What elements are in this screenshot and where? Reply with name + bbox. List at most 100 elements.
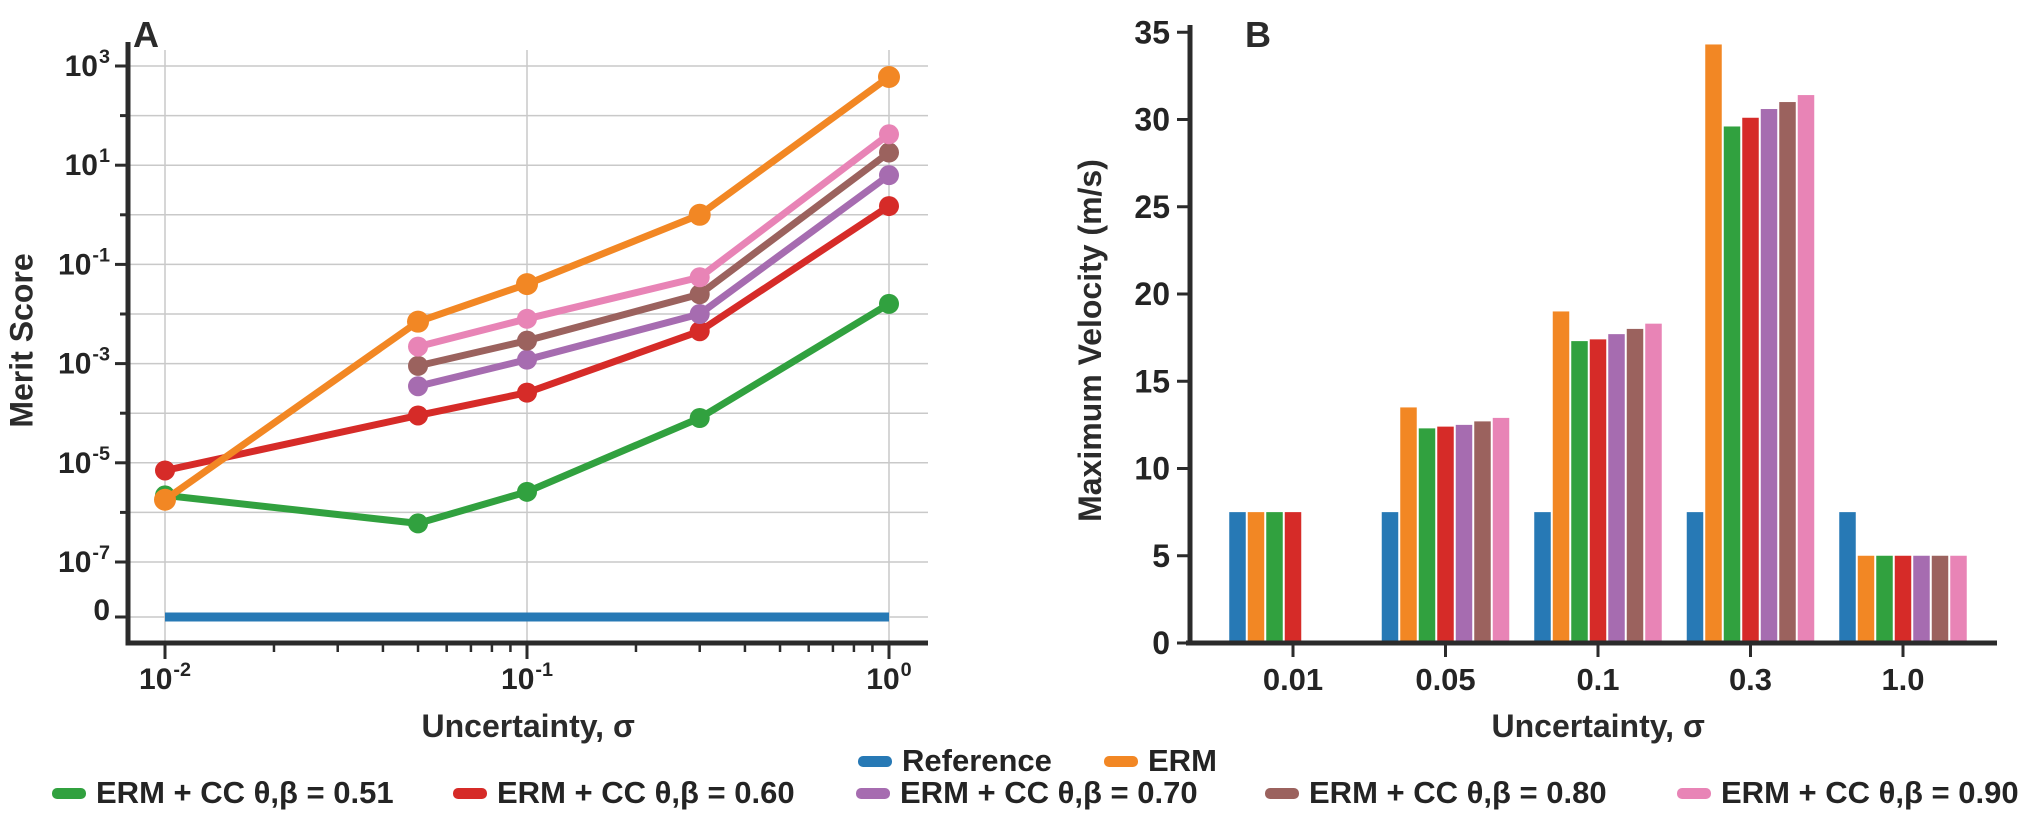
bar (1645, 323, 1662, 643)
y-tick-label: 10-1 (58, 244, 110, 281)
panel-b-x-ticks: 0.01 0.05 0.1 0.3 1.0 (1263, 645, 1925, 697)
data-point-marker (879, 196, 899, 217)
bar (1247, 512, 1265, 643)
legend-item: Reference (858, 743, 1052, 779)
legend-swatch-blue (858, 755, 892, 767)
y-tick-label: 25 (1134, 189, 1170, 225)
bar (1779, 102, 1796, 644)
legend-item: ERM + CC θ,β = 0.60 (453, 775, 795, 811)
y-tick-label: 0 (1152, 625, 1170, 661)
panel-b-y-axis-title: Maximum Velocity (m/s) (1071, 158, 1108, 522)
legend-label: Reference (902, 743, 1052, 778)
data-point-marker (408, 405, 429, 426)
data-point-marker (154, 488, 176, 511)
panel-a-series (154, 66, 900, 622)
panel-a-x-ticks: 10-2 10-1 100 (139, 645, 912, 696)
bar (1437, 426, 1454, 643)
x-tick-label: 0.3 (1729, 662, 1772, 697)
y-tick-label: 103 (65, 46, 110, 83)
bar (1552, 311, 1570, 643)
data-point-marker (155, 460, 175, 481)
bar (1571, 341, 1588, 643)
bar (1913, 555, 1930, 643)
bar (1589, 339, 1607, 643)
data-point-marker (879, 165, 899, 186)
bar (1839, 512, 1856, 643)
y-tick-label: 101 (65, 145, 110, 182)
bar (1266, 512, 1283, 643)
data-point-marker (517, 382, 537, 403)
panel-a-y-axis-title: Merit Score (3, 252, 40, 428)
bar (1455, 424, 1473, 643)
x-tick-label: 0.01 (1263, 662, 1323, 697)
y-tick-label: 10-5 (58, 443, 110, 480)
panel-b-y-ticks: 0 5 10 15 20 25 30 35 (1134, 14, 1190, 661)
legend-swatch-red (453, 787, 487, 799)
panel-a: 103 101 10-1 10-3 10-5 10-7 0 10-2 10-1 100 (58, 42, 928, 696)
panel-b: 0 5 10 15 20 25 30 35 0.01 0.05 0.1 0.3 1.0 (1134, 14, 1997, 697)
data-point-marker (689, 321, 710, 342)
bar (1686, 512, 1704, 643)
data-point-marker (879, 124, 899, 145)
legend-item: ERM + CC θ,β = 0.70 (856, 775, 1198, 811)
data-point-marker (517, 481, 537, 502)
data-point-marker (689, 267, 710, 288)
data-point-marker (517, 308, 537, 329)
bar (1381, 512, 1399, 643)
panel-b-x-axis-title: Uncertainty, σ (1491, 707, 1705, 744)
bar (1876, 555, 1893, 643)
legend-swatch-purple (856, 787, 890, 799)
y-tick-label: 10 (1134, 451, 1170, 487)
legend-label: ERM + CC θ,β = 0.90 (1721, 775, 2019, 810)
y-tick-label: 5 (1152, 538, 1170, 574)
bar (1705, 44, 1722, 643)
legend-swatch-pink (1677, 787, 1711, 799)
y-tick-label-zero: 0 (93, 594, 110, 627)
bar (1857, 555, 1875, 643)
x-tick-label: 1.0 (1881, 662, 1924, 697)
panel-b-bars (1229, 44, 1967, 644)
legend-item: ERM + CC θ,β = 0.90 (1677, 775, 2019, 811)
data-point-marker (878, 66, 900, 89)
series-line (417, 131, 892, 351)
bar (1742, 117, 1759, 643)
data-point-marker (879, 293, 899, 314)
legend-label: ERM + CC θ,β = 0.51 (96, 775, 394, 810)
bar (1400, 407, 1417, 643)
data-point-marker (879, 142, 899, 163)
bar (1534, 512, 1551, 643)
legend-swatch-brown (1265, 787, 1299, 799)
data-point-marker (688, 203, 711, 226)
panel-b-label: B (1245, 14, 1271, 55)
bar (1608, 334, 1625, 643)
data-point-marker (408, 355, 429, 376)
data-point-marker (517, 349, 537, 370)
legend-label: ERM (1148, 743, 1217, 778)
data-point-marker (516, 273, 538, 296)
y-tick-label: 20 (1134, 276, 1170, 312)
legend-item: ERM (1104, 743, 1217, 779)
data-point-marker (689, 284, 710, 305)
bar (1418, 428, 1436, 643)
data-point-marker (408, 336, 429, 357)
bar (1284, 512, 1302, 643)
data-point-marker (517, 330, 537, 351)
bar (1626, 328, 1644, 643)
panel-a-y-ticks: 103 101 10-1 10-3 10-5 10-7 0 (58, 46, 128, 627)
legend-item: ERM + CC θ,β = 0.51 (52, 775, 394, 811)
data-point-marker (407, 310, 430, 333)
bar (1894, 555, 1912, 643)
legend-label: ERM + CC θ,β = 0.70 (900, 775, 1198, 810)
y-tick-label: 10-3 (58, 344, 110, 381)
panel-a-x-axis-title: Uncertainty, σ (421, 707, 635, 744)
panel-a-label: A (133, 14, 159, 55)
y-tick-label: 15 (1134, 363, 1170, 399)
bar (1760, 109, 1778, 643)
legend-label: ERM + CC θ,β = 0.80 (1309, 775, 1607, 810)
bar (1492, 417, 1510, 643)
data-point-marker (689, 408, 710, 429)
x-tick-label: 0.05 (1415, 662, 1475, 697)
y-tick-label: 30 (1134, 102, 1170, 138)
